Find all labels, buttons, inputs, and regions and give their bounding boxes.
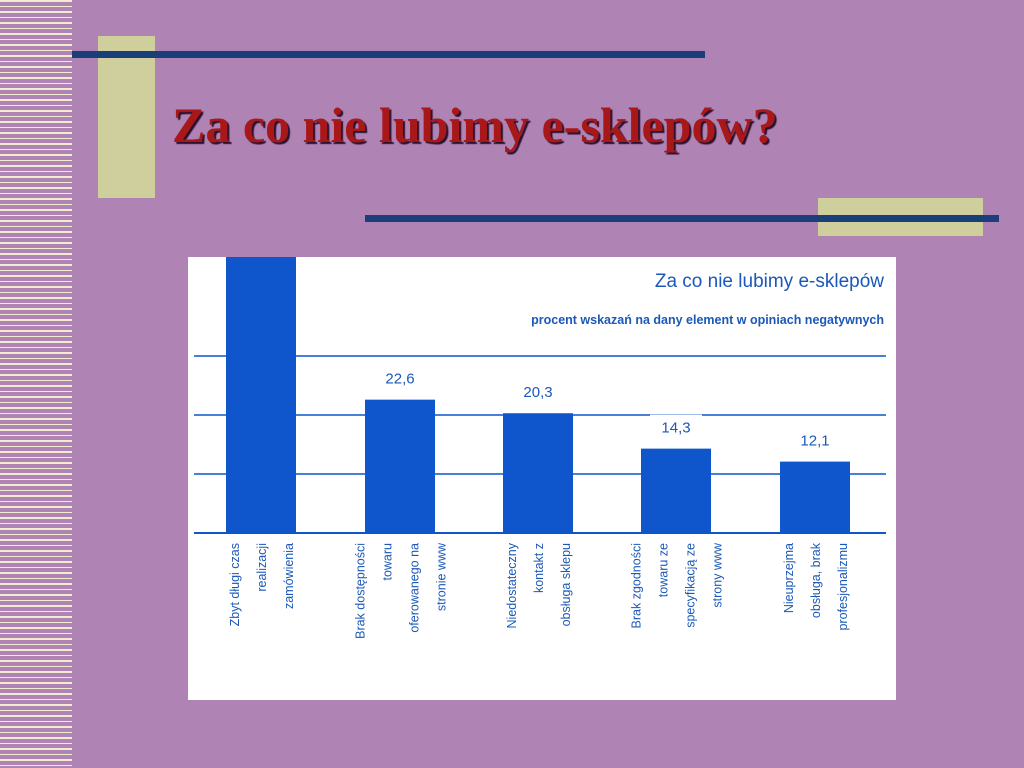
- category-label-line: Nieuprzejma: [782, 543, 796, 613]
- chart-title: Za co nie lubimy e-sklepów: [654, 271, 884, 292]
- category-label-line: realizacji: [255, 543, 269, 592]
- category-label-line: profesjonalizmu: [836, 543, 850, 631]
- category-label-line: towaru: [381, 543, 395, 581]
- decorative-line-bottom: [365, 215, 999, 222]
- decorative-line-top: [72, 51, 705, 58]
- category-label: Nieuprzejma obsługa, brak profesjonalizmu: [782, 542, 850, 630]
- bar-chart: 72Zbyt długi czasrealizacjizamówienia22,…: [194, 257, 886, 639]
- category-label-line: Niedostateczny: [505, 542, 519, 628]
- category-label-line: stronie www: [435, 542, 449, 611]
- chart-bar: [780, 461, 850, 533]
- value-label-bg: [512, 379, 564, 402]
- chart-bar: [503, 413, 573, 533]
- category-label-line: Brak dostępności: [354, 543, 368, 639]
- value-label-bg: [789, 427, 841, 450]
- bar-value-label: 20,3: [523, 384, 552, 401]
- bar-value-label: 12,1: [800, 433, 829, 450]
- slide-title: Za co nie lubimy e-sklepów?: [172, 97, 778, 153]
- bar-value-label: 14,3: [661, 420, 690, 437]
- category-label: Brak zgodności towaru ze specyfikacją ze st…: [630, 542, 725, 628]
- category-label-line: towaru ze: [657, 543, 671, 597]
- value-label-bg: [374, 365, 426, 388]
- category-label-line: specyfikacją ze: [684, 543, 698, 628]
- category-label: Niedostateczny kontakt z obsługa sklepu: [505, 542, 573, 628]
- category-label: Brak dostępności towaru oferowanego na stro…: [354, 542, 449, 639]
- chart-bar: [365, 399, 435, 533]
- category-label-line: Zbyt długi czas: [228, 543, 242, 626]
- category-label-line: zamówienia: [282, 543, 296, 609]
- chart-subtitle: procent wskazań na dany element w opinia…: [531, 313, 884, 327]
- category-label-line: oferowanego na: [408, 543, 422, 633]
- category-label-line: obsługa sklepu: [559, 543, 573, 626]
- category-label: Zbyt długi czas realizacji zamówienia: [228, 543, 296, 626]
- left-stripes-decoration: [0, 0, 72, 768]
- value-label-bg: [650, 414, 702, 437]
- category-label-line: kontakt z: [532, 543, 546, 593]
- chart-bar: [641, 448, 711, 533]
- chart-panel: 72Zbyt długi czasrealizacjizamówienia22,…: [188, 257, 896, 700]
- category-label-line: strony www: [711, 542, 725, 608]
- bar-value-label: 22,6: [385, 371, 414, 388]
- decorative-square-top: [98, 36, 155, 198]
- category-label-line: obsługa, brak: [809, 542, 823, 618]
- category-label-line: Brak zgodności: [630, 543, 644, 628]
- chart-bar: [226, 257, 296, 533]
